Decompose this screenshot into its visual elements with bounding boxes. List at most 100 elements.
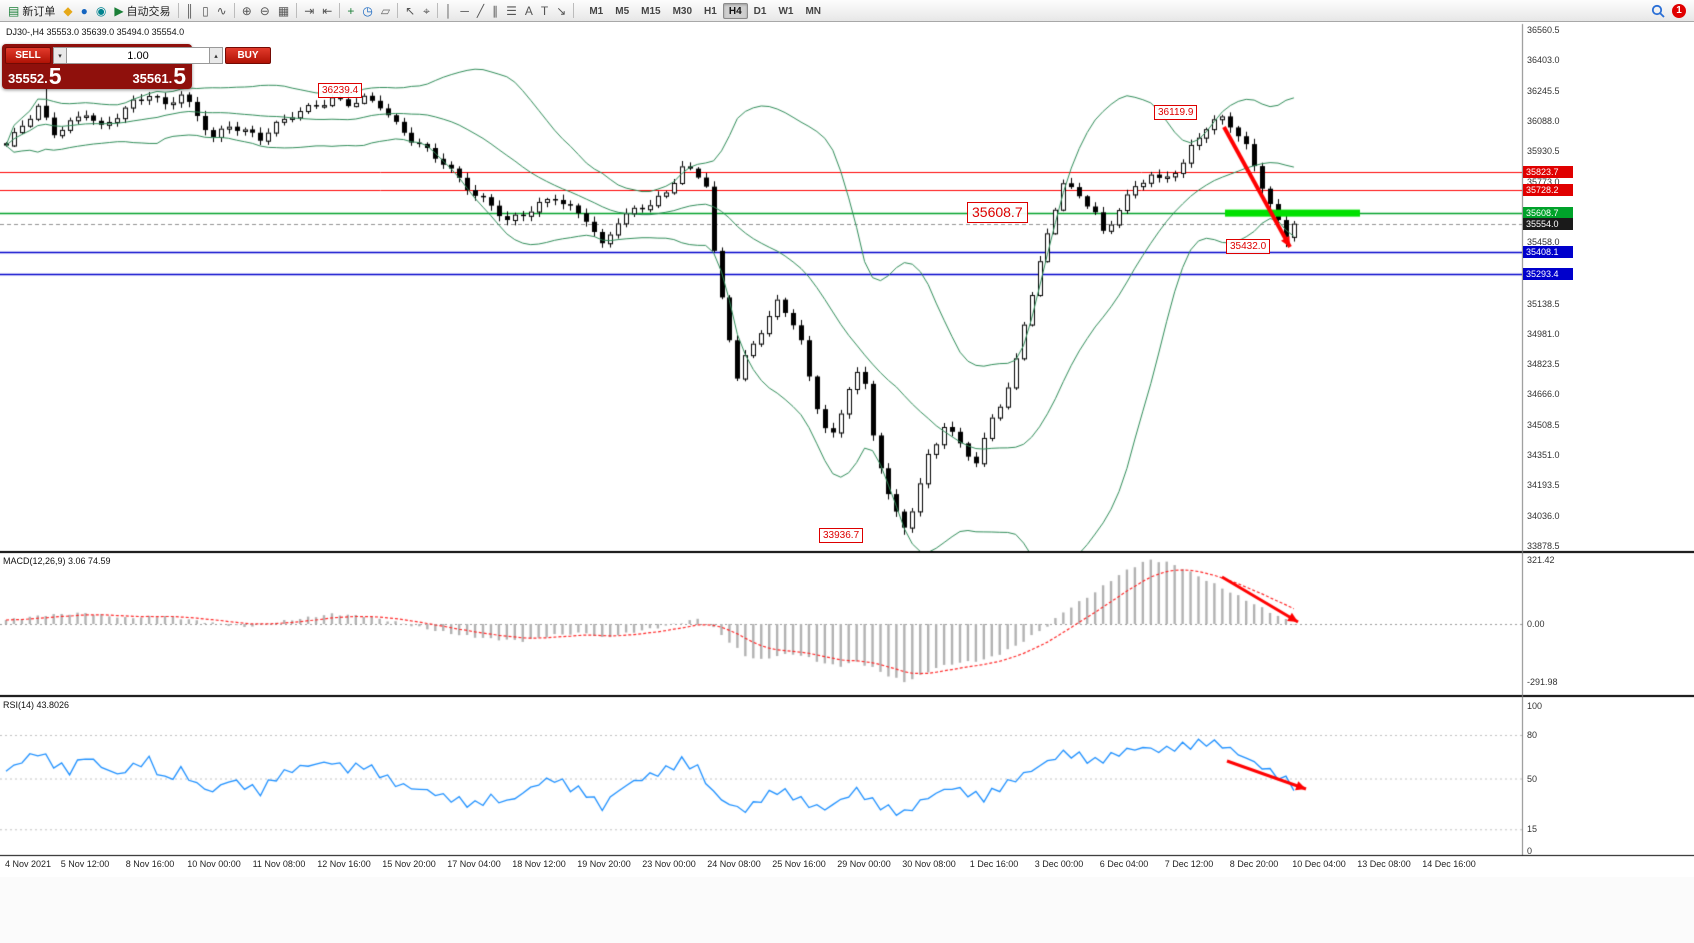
profile-button[interactable]: ● <box>77 2 92 20</box>
zoom-out-button[interactable]: ⊖ <box>256 2 274 20</box>
line-chart-button[interactable]: ∿ <box>213 2 231 20</box>
time-axis-label: 8 Dec 20:00 <box>1229 859 1279 869</box>
crosshair-button[interactable]: ⌖ <box>419 2 434 20</box>
candles-chart-icon: ▯ <box>202 3 209 18</box>
time-axis-label: 17 Nov 04:00 <box>447 859 501 869</box>
bars-chart-button[interactable]: ║ <box>182 2 199 20</box>
toolbar-separator <box>573 3 575 18</box>
trade-prices-row: 35552. 5 35561. 5 <box>5 64 189 88</box>
price-annotation[interactable]: 36119.9 <box>1154 105 1198 120</box>
time-axis-label: 8 Nov 16:00 <box>125 859 175 869</box>
candles-chart-button[interactable]: ▯ <box>198 2 213 20</box>
community-icon: ◉ <box>95 3 107 18</box>
price-annotation[interactable]: 33936.7 <box>819 528 864 543</box>
search-icon[interactable] <box>1651 4 1665 18</box>
price-axis-label: 35458.0 <box>1527 237 1560 248</box>
macd-scale-label: 321.42 <box>1527 555 1555 566</box>
auto-trading-button[interactable]: ▶ 自动交易 <box>110 2 174 20</box>
fibonacci-button[interactable]: ☰ <box>502 2 521 20</box>
horizontal-line-button[interactable]: ─ <box>456 2 473 20</box>
volume-decrease-button[interactable]: ▾ <box>53 47 67 64</box>
trendline-button[interactable]: ╱ <box>473 2 488 20</box>
text-button[interactable]: A <box>521 2 537 20</box>
new-order-button[interactable]: ▤ 新订单 <box>4 2 59 20</box>
price-axis-label: 35773.0 <box>1527 176 1560 187</box>
period-button[interactable]: ◷ <box>358 2 376 20</box>
volume-input[interactable] <box>67 47 209 64</box>
price-marker-chip: 35823.7 <box>1523 165 1573 178</box>
timeframe-m30-button[interactable]: M30 <box>672 5 693 17</box>
tile-windows-button[interactable]: ▦ <box>274 2 293 20</box>
time-axis-label: 10 Dec 04:00 <box>1292 859 1346 869</box>
buy-price: 35561. 5 <box>132 65 186 88</box>
notification-badge[interactable]: 1 <box>1672 3 1686 18</box>
horizontal-line-icon: ─ <box>460 3 469 18</box>
crosshair-icon: ⌖ <box>423 3 430 18</box>
time-axis-label: 12 Nov 16:00 <box>317 859 371 869</box>
label-button[interactable]: T <box>537 2 552 20</box>
timeframe-mn-button[interactable]: MN <box>805 5 821 17</box>
timeframe-h4-button[interactable]: H4 <box>722 2 748 19</box>
template-icon: ▱ <box>380 3 391 18</box>
time-axis-label: 30 Nov 08:00 <box>902 859 956 869</box>
price-axis-label: 33878.5 <box>1527 541 1560 551</box>
price-annotation[interactable]: 36239.4 <box>318 83 363 98</box>
timeframe-h1-button[interactable]: H1 <box>704 5 717 17</box>
timeframe-m1-button[interactable]: M1 <box>589 5 604 17</box>
price-axis-label: 34351.0 <box>1527 450 1560 461</box>
time-axis-label: 1 Dec 16:00 <box>969 859 1019 869</box>
zoom-out-icon: ⊖ <box>259 3 270 18</box>
time-axis-label: 3 Dec 00:00 <box>1034 859 1084 869</box>
auto-trading-icon: ▶ <box>114 3 124 18</box>
price-marker-chip: 35554.0 <box>1523 217 1573 230</box>
rsi-scale-label: 100 <box>1527 701 1543 711</box>
rsi-scale-label: 15 <box>1527 824 1538 835</box>
timeframe-m5-button[interactable]: M5 <box>615 5 630 17</box>
price-chart[interactable] <box>0 0 1694 880</box>
metaeditor-button[interactable]: ◆ <box>59 2 76 20</box>
community-button[interactable]: ◉ <box>92 2 110 20</box>
timeframe-d1-button[interactable]: D1 <box>753 5 767 17</box>
price-axis-label: 34193.5 <box>1527 480 1560 491</box>
toolbar-buttons: ▤ 新订单 ◆ ● ◉ ▶ 自动交易 ║ ▯ ∿ ⊕ ⊖ ▦ ⇥ ⇤ + ◷ ▱ ↖ ⌖ │ ─ ╱ ∥ ☰ A T ↘ <box>4 2 577 20</box>
time-axis-label: 15 Nov 20:00 <box>382 859 436 869</box>
price-axis-label: 36245.5 <box>1527 85 1560 96</box>
toolbar-separator <box>233 3 235 18</box>
vertical-line-button[interactable]: │ <box>441 2 457 20</box>
add-indicator-button[interactable]: + <box>343 2 358 20</box>
chart-symbol-info: DJ30-,H4 35553.0 35639.0 35494.0 35554.0 <box>6 27 185 37</box>
time-axis-label: 4 Nov 2021 <box>5 859 52 869</box>
price-axis-label: 34666.0 <box>1527 389 1560 400</box>
timeframe-m15-button[interactable]: M15 <box>641 5 661 17</box>
price-annotation[interactable]: 35432.0 <box>1226 239 1271 254</box>
chart-shift-button[interactable]: ⇤ <box>318 2 336 20</box>
price-axis-label: 35138.5 <box>1527 298 1560 309</box>
arrows-button[interactable]: ↘ <box>552 2 570 20</box>
sell-button[interactable]: SELL <box>5 47 51 64</box>
template-button[interactable]: ▱ <box>377 2 394 20</box>
rsi-scale-label: 0 <box>1527 846 1533 856</box>
buy-button[interactable]: BUY <box>225 47 271 64</box>
time-axis-label: 25 Nov 16:00 <box>772 859 826 869</box>
chart-shift-icon: ⇤ <box>322 3 333 18</box>
buy-price-main: 35561. <box>132 71 173 86</box>
price-marker-chip: 35408.1 <box>1523 245 1573 258</box>
auto-scroll-icon: ⇥ <box>304 3 315 18</box>
cursor-button[interactable]: ↖ <box>401 2 419 20</box>
price-annotation[interactable]: 35608.7 <box>967 202 1028 223</box>
time-axis-label: 29 Nov 00:00 <box>837 859 891 869</box>
macd-indicator-label: MACD(12,26,9) 3.06 74.59 <box>3 556 111 566</box>
volume-increase-button[interactable]: ▴ <box>209 47 223 64</box>
macd-scale-label: -291.98 <box>1527 677 1558 688</box>
auto-scroll-button[interactable]: ⇥ <box>300 2 318 20</box>
rsi-indicator-label: RSI(14) 43.8026 <box>3 700 70 710</box>
price-axis-label: 36560.5 <box>1527 25 1560 35</box>
toolbar-separator <box>397 3 399 18</box>
text-icon: A <box>524 3 533 18</box>
time-axis-label: 10 Nov 00:00 <box>187 859 241 869</box>
zoom-in-button[interactable]: ⊕ <box>238 2 256 20</box>
time-axis-label: 11 Nov 08:00 <box>252 859 306 869</box>
timeframe-w1-button[interactable]: W1 <box>778 5 794 17</box>
channel-button[interactable]: ∥ <box>488 2 502 20</box>
time-axis-label: 18 Nov 12:00 <box>512 859 566 869</box>
